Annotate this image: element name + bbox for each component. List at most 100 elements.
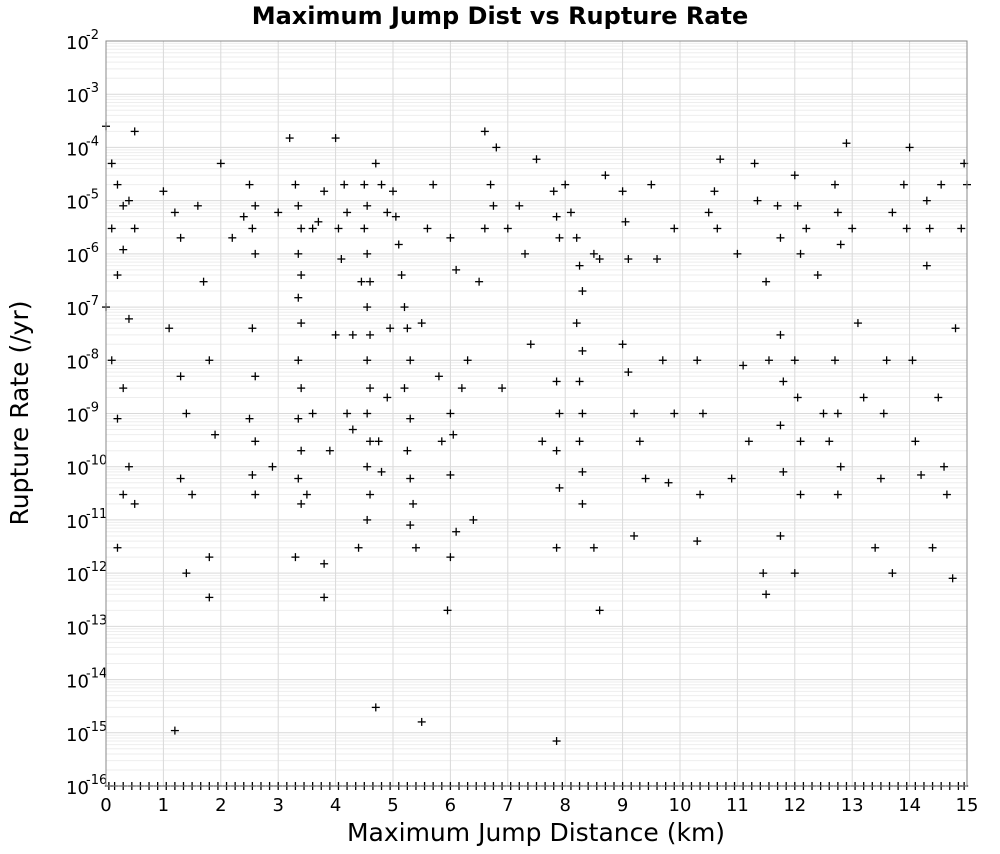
data-point (578, 499, 587, 508)
data-point (457, 384, 466, 393)
data-point (449, 430, 458, 439)
data-point (360, 180, 369, 189)
data-point (561, 180, 570, 189)
data-point (406, 474, 415, 483)
data-point (937, 180, 946, 189)
data-point (294, 249, 303, 258)
data-point (397, 271, 406, 280)
data-point (922, 196, 931, 205)
data-point (130, 499, 139, 508)
data-point (320, 593, 329, 602)
data-point (733, 249, 742, 258)
data-point (762, 277, 771, 286)
data-point (653, 255, 662, 264)
data-point (124, 462, 133, 471)
data-point (377, 467, 386, 476)
data-point (170, 208, 179, 217)
y-tick-exponent: -3 (86, 81, 99, 96)
data-point (480, 224, 489, 233)
data-point (409, 499, 418, 508)
data-point (403, 324, 412, 333)
data-point (575, 261, 584, 270)
data-point (942, 490, 951, 499)
data-point (251, 201, 260, 210)
data-point (297, 446, 306, 455)
y-tick-label: 10 (66, 33, 89, 54)
data-point (354, 543, 363, 552)
data-point (366, 384, 375, 393)
data-point (463, 356, 472, 365)
data-point (363, 409, 372, 418)
data-point (578, 409, 587, 418)
x-tick-label: 0 (100, 795, 111, 816)
data-point (176, 233, 185, 242)
data-point (119, 201, 128, 210)
data-point (119, 384, 128, 393)
data-point (940, 462, 949, 471)
data-point (434, 372, 443, 381)
x-tick-label: 8 (559, 795, 570, 816)
data-point (503, 224, 512, 233)
data-point (363, 515, 372, 524)
y-tick-label: 10 (66, 512, 89, 533)
data-point (744, 437, 753, 446)
data-point (552, 212, 561, 221)
data-point (308, 409, 317, 418)
x-tick-label: 10 (669, 795, 692, 816)
data-point (727, 474, 736, 483)
data-point (268, 462, 277, 471)
data-point (452, 527, 461, 536)
axis-ticks: 0 1 2 3 4 5 6 7 8 9 10 11 12 13 14 1510-210-310-410-510… (66, 28, 978, 816)
x-tick-label: 13 (841, 795, 864, 816)
y-tick-exponent: -9 (86, 401, 99, 416)
data-point (360, 224, 369, 233)
data-point (274, 208, 283, 217)
y-tick-exponent: -6 (86, 241, 99, 256)
data-point (113, 414, 122, 423)
data-point (294, 356, 303, 365)
data-point (621, 217, 630, 226)
data-point (331, 134, 340, 143)
data-point (228, 233, 237, 242)
data-point (796, 249, 805, 258)
x-axis-label: Maximum Jump Distance (km) (347, 818, 725, 847)
data-point (710, 187, 719, 196)
data-point (647, 180, 656, 189)
x-tick-label: 1 (158, 795, 169, 816)
data-point (908, 356, 917, 365)
data-point (340, 180, 349, 189)
data-point (437, 437, 446, 446)
data-point (833, 490, 842, 499)
data-point (294, 293, 303, 302)
data-point (793, 393, 802, 402)
y-tick-exponent: -13 (86, 613, 107, 628)
data-point (790, 356, 799, 365)
data-point (337, 255, 346, 264)
data-point (245, 414, 254, 423)
data-point (297, 224, 306, 233)
data-point (188, 490, 197, 499)
y-tick-label: 10 (66, 778, 89, 799)
y-tick-label: 10 (66, 299, 89, 320)
data-point (934, 393, 943, 402)
data-point (363, 303, 372, 312)
data-point (793, 201, 802, 210)
data-point (251, 249, 260, 258)
data-point (776, 421, 785, 430)
data-point (386, 324, 395, 333)
data-point (377, 180, 386, 189)
chart-title: Maximum Jump Dist vs Rupture Rate (252, 2, 749, 30)
data-point (750, 159, 759, 168)
data-point (107, 159, 116, 168)
x-tick-label: 15 (956, 795, 979, 816)
data-point (552, 377, 561, 386)
data-point (670, 409, 679, 418)
data-point (291, 180, 300, 189)
data-point (176, 372, 185, 381)
data-point (182, 569, 191, 578)
data-point (291, 553, 300, 562)
data-point (182, 409, 191, 418)
data-point (813, 271, 822, 280)
data-point (480, 127, 489, 136)
x-tick-label: 2 (215, 795, 226, 816)
